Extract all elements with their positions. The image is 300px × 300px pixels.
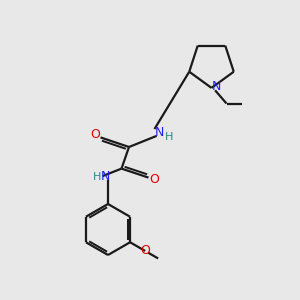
Text: H: H [164, 132, 173, 142]
Text: N: N [212, 80, 222, 93]
Text: O: O [150, 172, 159, 186]
Text: N: N [101, 170, 110, 184]
Text: H: H [93, 172, 102, 182]
Text: N: N [155, 126, 164, 140]
Text: O: O [140, 244, 150, 257]
Text: O: O [90, 128, 100, 142]
